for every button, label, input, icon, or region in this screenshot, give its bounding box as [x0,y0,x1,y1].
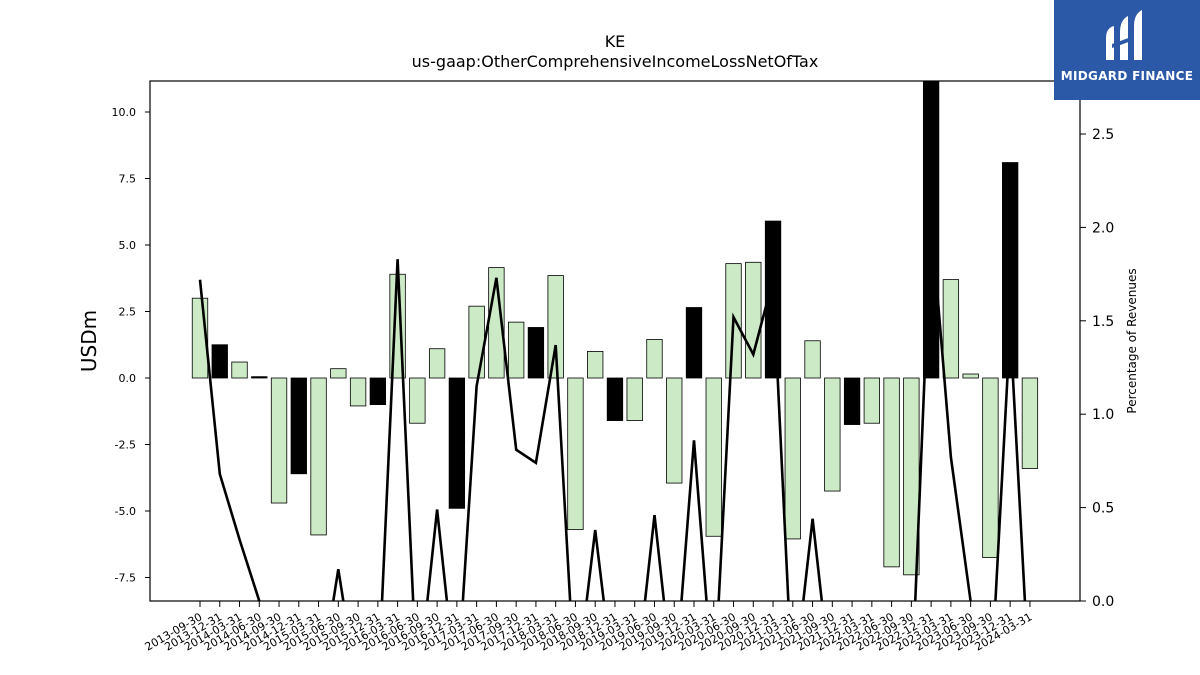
revenue-pct-line [198,217,1027,601]
bar-2017-03-31 [468,305,485,379]
bar-2017-12-31 [527,327,545,379]
bar-2019-12-31 [685,307,703,379]
bar-2018-03-31 [547,275,564,379]
y2-tick-label: 2.5 [1092,127,1114,143]
bar-2019-09-30 [666,377,683,484]
bar-2021-03-31 [784,377,801,540]
bar-2022-03-31 [863,377,880,424]
logo-text: MIDGARD FINANCE [1060,69,1194,83]
bar-2015-12-31 [369,377,386,406]
y-tick-label: -5.0 [115,505,136,518]
y-tick-label: 7.5 [119,173,137,186]
y2-axis-label: Percentage of Revenues [1125,268,1139,413]
bar-2018-06-30 [567,377,584,531]
bar-2019-06-30 [646,339,663,379]
bar-2015-06-30 [330,368,347,379]
bar-2015-09-30 [349,377,367,407]
bar-2023-09-30 [982,377,999,558]
y2-tick-label: 0.0 [1092,594,1114,610]
bar-2016-12-31 [448,377,466,509]
line-layer [198,217,1027,601]
y-tick-label: 2.5 [119,306,137,319]
bar-2022-06-30 [883,377,900,568]
chart-subtitle: us-gaap:OtherComprehensiveIncomeLossNetO… [411,52,819,71]
logo: MIDGARD FINANCE [1054,0,1200,100]
y2-tick-label: 2.0 [1092,220,1114,236]
y-tick-label: -7.5 [115,572,136,585]
bar-2018-09-30 [587,350,604,379]
bar-2022-09-30 [903,377,920,576]
bar-2023-12-31 [1002,162,1019,379]
y-tick-label: 10.0 [112,106,137,119]
bar-2019-03-31 [626,377,643,421]
bar-2023-03-31 [942,279,960,379]
bar-2013-12-31 [211,344,228,379]
y2-tick-label: 1.5 [1092,314,1114,330]
bar-2014-06-30 [251,376,268,379]
bar-2014-03-31 [231,361,248,379]
bar-2021-09-30 [824,377,841,492]
bar-2021-12-31 [843,377,861,425]
bar-2023-06-30 [962,373,979,379]
y2-tick-label: 0.5 [1092,501,1114,517]
bar-2024-03-31 [1021,377,1039,469]
y-tick-label: -2.5 [115,439,136,452]
bar-2017-09-30 [508,321,525,379]
y-tick-label: 5.0 [119,239,137,252]
bar-2016-09-30 [428,348,446,379]
bars-layer [191,80,1039,576]
bar-2016-06-30 [409,377,426,424]
y-tick-label: 0.0 [119,372,137,385]
y2-tick-label: 1.0 [1092,407,1114,423]
bar-2020-03-31 [705,377,722,537]
bar-2014-12-31 [290,377,307,475]
bar-2018-12-31 [606,377,624,421]
bar-2021-06-30 [804,340,821,379]
bar-2015-03-31 [310,377,327,536]
logo-mark-icon [1106,10,1142,60]
chart-title: KE [604,32,626,51]
y-axis-label: USDm [77,310,101,372]
bar-2014-09-30 [270,377,288,504]
bar-2020-09-30 [745,261,762,379]
